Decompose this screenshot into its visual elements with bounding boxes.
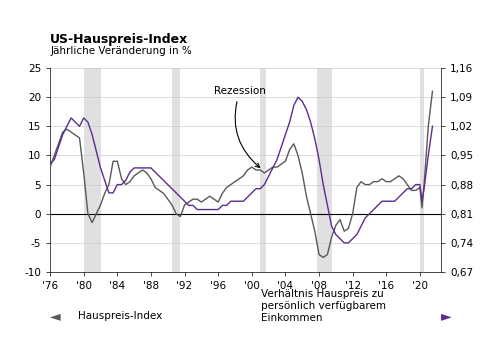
Bar xyxy=(420,68,424,272)
Text: Jährliche Veränderung in %: Jährliche Veränderung in % xyxy=(50,46,192,56)
Text: Hauspreis-Index: Hauspreis-Index xyxy=(78,311,162,321)
Text: Verhältnis Hauspreis zu
persönlich verfügbarem
Einkommen: Verhältnis Hauspreis zu persönlich verfü… xyxy=(261,289,386,323)
Bar xyxy=(260,68,267,272)
Text: ◄: ◄ xyxy=(50,309,61,323)
Bar xyxy=(172,68,180,272)
Bar xyxy=(84,68,101,272)
Text: ►: ► xyxy=(441,309,451,323)
Text: Rezession: Rezession xyxy=(214,86,266,167)
Bar xyxy=(317,68,332,272)
Text: US-Hauspreis-Index: US-Hauspreis-Index xyxy=(50,33,188,46)
